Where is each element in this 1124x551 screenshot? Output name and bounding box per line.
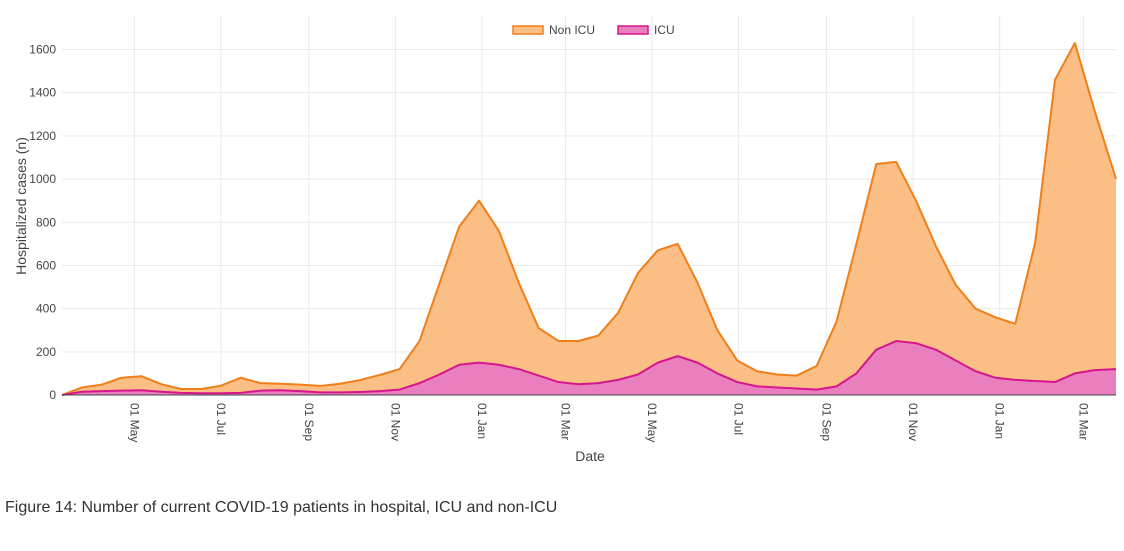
figure-caption: Figure 14: Number of current COVID-19 pa…	[5, 499, 558, 516]
series-area-non-icu	[62, 43, 1116, 396]
x-tick-label: 01 Nov	[388, 403, 402, 441]
legend-swatch[interactable]	[617, 25, 649, 35]
legend-swatch[interactable]	[512, 25, 544, 35]
x-tick-label: 01 Jul	[732, 403, 746, 435]
y-tick-label: 400	[36, 302, 56, 316]
y-axis-ticks: 0 200 400 600 800 1000 1200 1400 1600	[29, 43, 56, 402]
x-tick-label: 01 Sep	[820, 403, 834, 441]
y-tick-label: 800	[36, 215, 56, 229]
x-axis-ticks: 01 May 01 Jul 01 Sep 01 Nov 01 Jan 01 Mar 01 M…	[127, 403, 1090, 442]
y-tick-label: 1000	[29, 172, 56, 186]
hospitalization-chart: 0 200 400 600 800 1000 1200 1400 1600 01 May 01 J…	[13, 15, 1117, 464]
x-tick-label: 01 Nov	[906, 403, 920, 441]
x-tick-label: 01 Mar	[1076, 403, 1090, 440]
y-tick-label: 1200	[29, 129, 56, 143]
y-tick-label: 600	[36, 258, 56, 272]
x-tick-label: 01 Jan	[993, 403, 1007, 439]
x-tick-label: 01 May	[127, 403, 141, 442]
y-tick-label: 1400	[29, 86, 56, 100]
x-tick-label: 01 Jul	[214, 403, 228, 435]
y-tick-label: 200	[36, 345, 56, 359]
y-tick-label: 1600	[29, 43, 56, 57]
legend-label[interactable]: Non ICU	[549, 23, 595, 37]
y-tick-label: 0	[49, 388, 56, 402]
x-tick-label: 01 Mar	[559, 403, 573, 440]
y-axis-title: Hospitalized cases (n)	[13, 137, 29, 275]
x-tick-label: 01 Jan	[475, 403, 489, 439]
series-line-icu	[61, 340, 1117, 396]
series-area-icu	[62, 341, 1116, 395]
x-tick-label: 01 Sep	[302, 403, 316, 441]
series-line-non-icu	[61, 42, 1117, 396]
legend[interactable]: Non ICU ICU	[512, 23, 675, 37]
series-areas	[61, 42, 1117, 396]
x-tick-label: 01 May	[645, 403, 659, 442]
x-axis-title: Date	[575, 448, 605, 464]
legend-label[interactable]: ICU	[654, 23, 675, 37]
